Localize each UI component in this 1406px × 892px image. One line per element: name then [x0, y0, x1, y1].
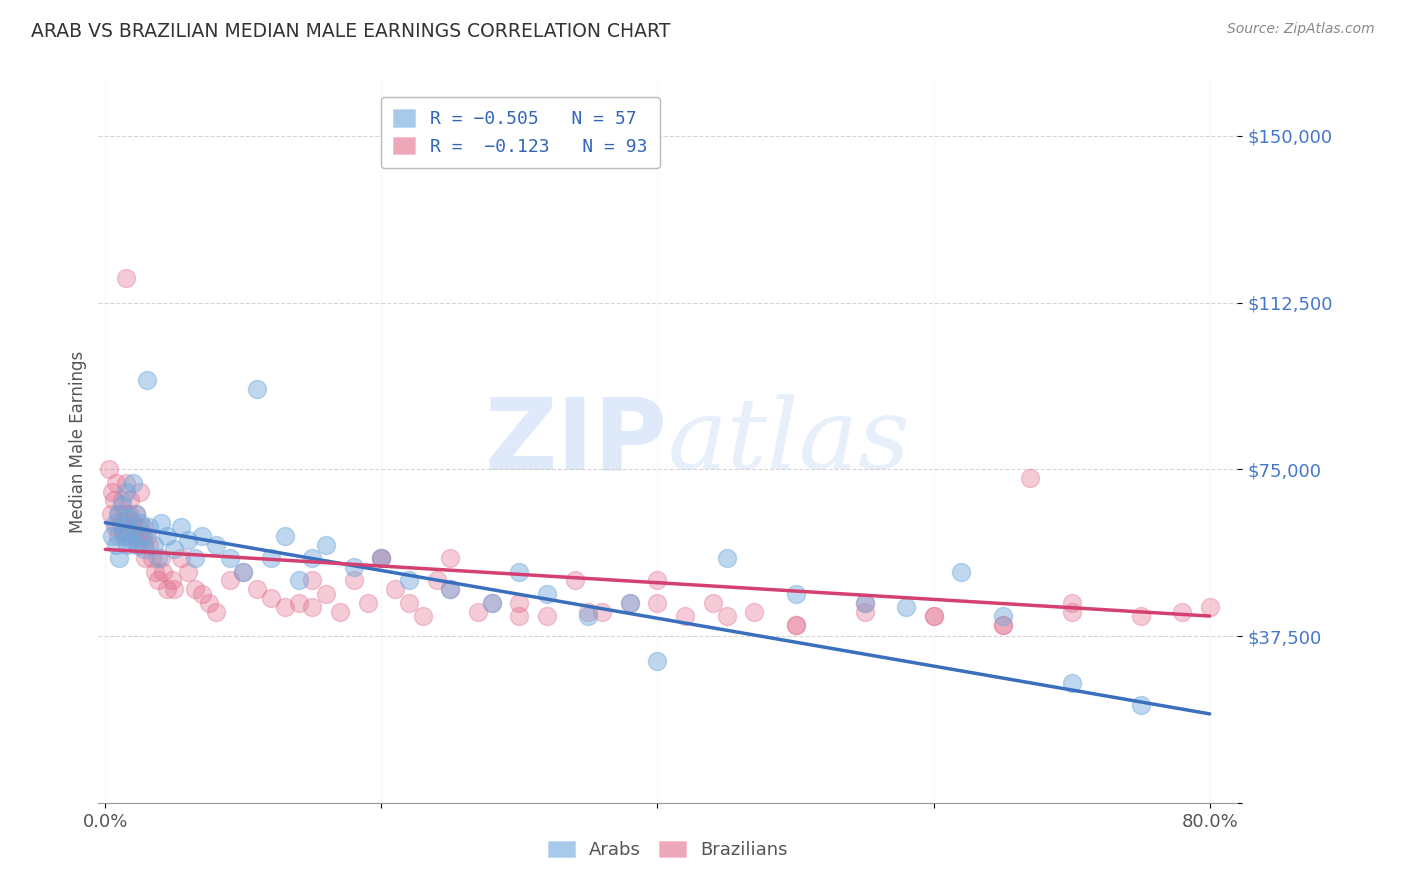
Point	[853, 596, 876, 610]
Point	[156, 582, 179, 597]
Point	[481, 596, 503, 610]
Point	[132, 538, 155, 552]
Point	[146, 574, 169, 588]
Point	[131, 520, 153, 534]
Point	[246, 582, 269, 597]
Point	[138, 538, 160, 552]
Point	[508, 609, 530, 624]
Point	[785, 618, 807, 632]
Point	[702, 596, 724, 610]
Point	[439, 582, 461, 597]
Point	[134, 551, 156, 566]
Point	[107, 529, 129, 543]
Point	[922, 609, 945, 624]
Point	[426, 574, 449, 588]
Point	[108, 507, 131, 521]
Point	[1171, 605, 1194, 619]
Point	[564, 574, 586, 588]
Point	[356, 596, 378, 610]
Point	[198, 596, 221, 610]
Point	[232, 565, 254, 579]
Point	[742, 605, 765, 619]
Point	[647, 574, 669, 588]
Point	[143, 565, 166, 579]
Point	[163, 582, 186, 597]
Point	[398, 596, 420, 610]
Point	[191, 587, 214, 601]
Point	[536, 609, 558, 624]
Point	[117, 529, 139, 543]
Point	[673, 609, 696, 624]
Point	[1060, 605, 1083, 619]
Point	[184, 582, 207, 597]
Point	[114, 507, 136, 521]
Point	[785, 618, 807, 632]
Point	[111, 493, 134, 508]
Text: Source: ZipAtlas.com: Source: ZipAtlas.com	[1227, 22, 1375, 37]
Point	[112, 524, 135, 539]
Point	[115, 475, 138, 490]
Point	[170, 551, 193, 566]
Point	[260, 591, 283, 606]
Point	[110, 516, 132, 530]
Point	[853, 605, 876, 619]
Point	[274, 600, 297, 615]
Point	[103, 493, 125, 508]
Point	[439, 551, 461, 566]
Point	[118, 507, 141, 521]
Point	[125, 507, 148, 521]
Text: ZIP: ZIP	[485, 393, 668, 490]
Point	[412, 609, 434, 624]
Text: ARAB VS BRAZILIAN MEDIAN MALE EARNINGS CORRELATION CHART: ARAB VS BRAZILIAN MEDIAN MALE EARNINGS C…	[31, 22, 671, 41]
Point	[343, 574, 366, 588]
Point	[204, 605, 226, 619]
Point	[141, 551, 163, 566]
Point	[384, 582, 406, 597]
Point	[922, 609, 945, 624]
Point	[120, 493, 142, 508]
Point	[124, 529, 146, 543]
Y-axis label: Median Male Earnings: Median Male Earnings	[69, 351, 87, 533]
Point	[160, 574, 183, 588]
Point	[1198, 600, 1220, 615]
Legend: Arabs, Brazilians: Arabs, Brazilians	[540, 833, 796, 866]
Point	[1019, 471, 1042, 485]
Point	[370, 551, 392, 566]
Point	[991, 618, 1014, 632]
Point	[104, 520, 127, 534]
Point	[125, 538, 148, 552]
Point	[98, 462, 121, 476]
Point	[1060, 596, 1083, 610]
Point	[647, 596, 669, 610]
Point	[591, 605, 613, 619]
Point	[578, 605, 600, 619]
Point	[149, 551, 172, 566]
Point	[315, 587, 337, 601]
Point	[716, 609, 738, 624]
Point	[129, 529, 152, 543]
Point	[218, 574, 240, 588]
Point	[301, 600, 323, 615]
Point	[105, 475, 128, 490]
Point	[370, 551, 392, 566]
Point	[135, 529, 157, 543]
Point	[100, 507, 122, 521]
Point	[508, 596, 530, 610]
Point	[128, 484, 150, 499]
Point	[467, 605, 489, 619]
Point	[329, 605, 352, 619]
Point	[1129, 609, 1152, 624]
Point	[287, 596, 309, 610]
Point	[115, 271, 138, 285]
Point	[301, 574, 323, 588]
Point	[619, 596, 641, 610]
Point	[121, 520, 143, 534]
Point	[991, 618, 1014, 632]
Point	[152, 565, 174, 579]
Point	[127, 520, 149, 534]
Point	[101, 484, 124, 499]
Point	[122, 516, 145, 530]
Point	[177, 565, 200, 579]
Text: atlas: atlas	[668, 394, 911, 489]
